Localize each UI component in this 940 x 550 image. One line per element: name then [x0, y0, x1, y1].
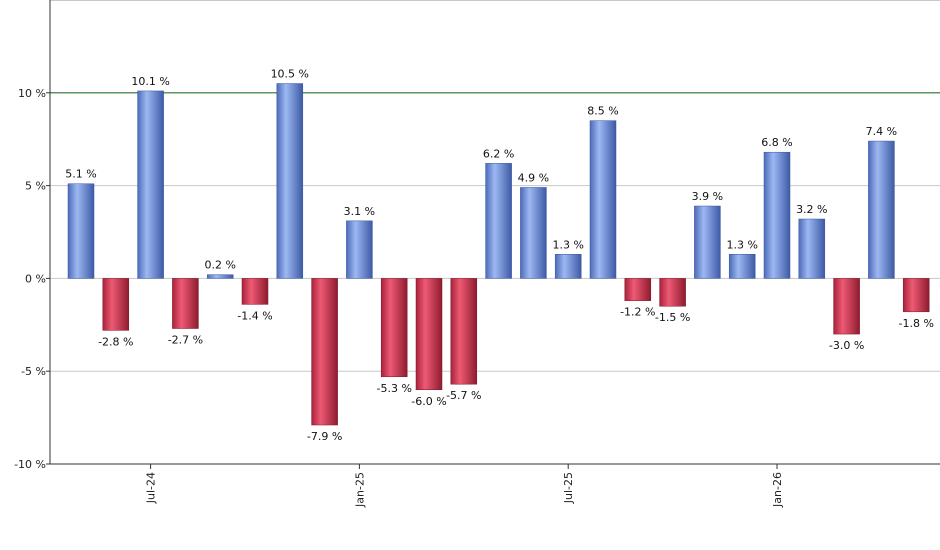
data-label: 3.1 % — [344, 205, 375, 218]
bar — [659, 278, 686, 307]
y-tick-label: 5 % — [25, 180, 46, 193]
data-label: 10.1 % — [131, 75, 169, 88]
bar — [798, 218, 826, 279]
bar — [102, 278, 130, 331]
x-tick-label: Jan-26 — [771, 472, 784, 508]
bar — [589, 120, 617, 279]
bar — [137, 90, 164, 279]
bar — [380, 278, 408, 378]
data-label: 6.2 % — [483, 147, 514, 160]
bar — [450, 278, 478, 385]
x-tick-label: Jul-24 — [145, 472, 158, 504]
data-label: -6.0 % — [411, 395, 446, 408]
bar — [520, 187, 547, 279]
data-label: -1.5 % — [655, 311, 690, 324]
bar — [868, 140, 895, 279]
data-label: -2.8 % — [98, 335, 133, 348]
bar — [172, 278, 199, 329]
data-label: 7.4 % — [866, 125, 897, 138]
data-label: 6.8 % — [761, 136, 792, 149]
data-label: 1.3 % — [726, 238, 757, 251]
data-label: -1.2 % — [620, 306, 655, 319]
y-tick-label: 10 % — [18, 87, 46, 100]
data-label: 10.5 % — [271, 68, 309, 81]
axes — [46, 0, 940, 469]
bar — [833, 278, 860, 335]
bar — [241, 278, 269, 305]
data-label: -3.0 % — [829, 339, 864, 352]
x-tick-label: Jul-25 — [562, 472, 575, 504]
data-label: -1.4 % — [237, 309, 272, 322]
bar — [276, 83, 304, 279]
bar — [415, 278, 443, 391]
data-label: -1.8 % — [898, 317, 933, 330]
data-label: -7.9 % — [307, 430, 342, 443]
data-label: 4.9 % — [518, 171, 549, 184]
data-label: 3.2 % — [796, 203, 827, 216]
bar — [763, 151, 791, 279]
data-label: 1.3 % — [552, 238, 583, 251]
bar — [311, 278, 338, 426]
data-label: -2.7 % — [168, 334, 203, 347]
bar — [624, 278, 652, 301]
y-tick-label: 0 % — [25, 272, 46, 285]
y-tick-label: -10 % — [14, 458, 46, 471]
bar — [902, 278, 930, 313]
data-label: 5.1 % — [65, 168, 96, 181]
bars — [67, 83, 930, 426]
bar — [694, 205, 721, 279]
data-label: -5.3 % — [376, 382, 411, 395]
data-label: 0.2 % — [204, 259, 235, 272]
data-label: 3.9 % — [692, 190, 723, 203]
y-tick-label: -5 % — [21, 365, 46, 378]
bar — [728, 254, 756, 279]
bar — [67, 183, 95, 279]
bar — [554, 254, 582, 279]
bar — [206, 274, 234, 279]
labels: 5.1 % -2.8 % 10.1 % -2.7 % 0.2 % -1.4 % 10.5 %… — [14, 68, 934, 508]
bar — [485, 163, 512, 279]
bar — [346, 220, 373, 279]
data-label: -5.7 % — [446, 389, 481, 402]
data-label: 8.5 % — [587, 105, 618, 118]
x-tick-label: Jan-25 — [353, 472, 366, 508]
